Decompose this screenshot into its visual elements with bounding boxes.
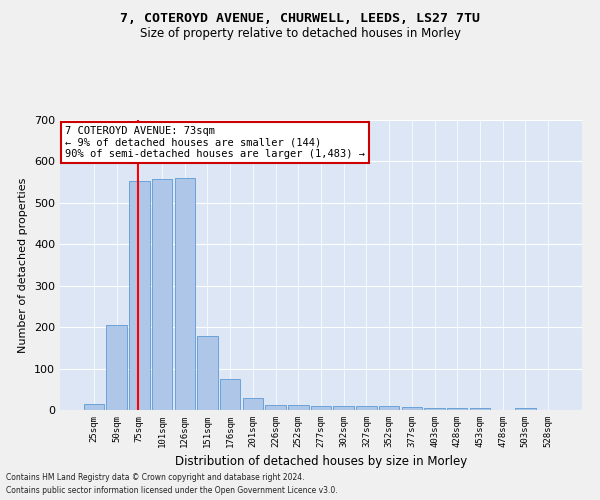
Bar	[356, 406, 377, 410]
Bar	[106, 326, 127, 410]
Bar	[379, 406, 400, 410]
Bar	[220, 378, 241, 410]
Bar	[424, 408, 445, 410]
Bar	[175, 178, 195, 410]
Bar	[334, 406, 354, 410]
Text: 7, COTEROYD AVENUE, CHURWELL, LEEDS, LS27 7TU: 7, COTEROYD AVENUE, CHURWELL, LEEDS, LS2…	[120, 12, 480, 26]
Text: Contains public sector information licensed under the Open Government Licence v3: Contains public sector information licen…	[6, 486, 338, 495]
Bar	[84, 404, 104, 410]
Bar	[311, 406, 331, 410]
Bar	[401, 407, 422, 410]
Bar	[197, 336, 218, 410]
Bar	[470, 408, 490, 410]
Text: Contains HM Land Registry data © Crown copyright and database right 2024.: Contains HM Land Registry data © Crown c…	[6, 474, 305, 482]
Bar	[288, 404, 308, 410]
Bar	[265, 404, 286, 410]
Bar	[515, 408, 536, 410]
Bar	[152, 179, 172, 410]
Y-axis label: Number of detached properties: Number of detached properties	[19, 178, 28, 352]
X-axis label: Distribution of detached houses by size in Morley: Distribution of detached houses by size …	[175, 456, 467, 468]
Text: Size of property relative to detached houses in Morley: Size of property relative to detached ho…	[139, 28, 461, 40]
Bar	[447, 408, 467, 410]
Text: 7 COTEROYD AVENUE: 73sqm
← 9% of detached houses are smaller (144)
90% of semi-d: 7 COTEROYD AVENUE: 73sqm ← 9% of detache…	[65, 126, 365, 159]
Bar	[129, 181, 149, 410]
Bar	[242, 398, 263, 410]
